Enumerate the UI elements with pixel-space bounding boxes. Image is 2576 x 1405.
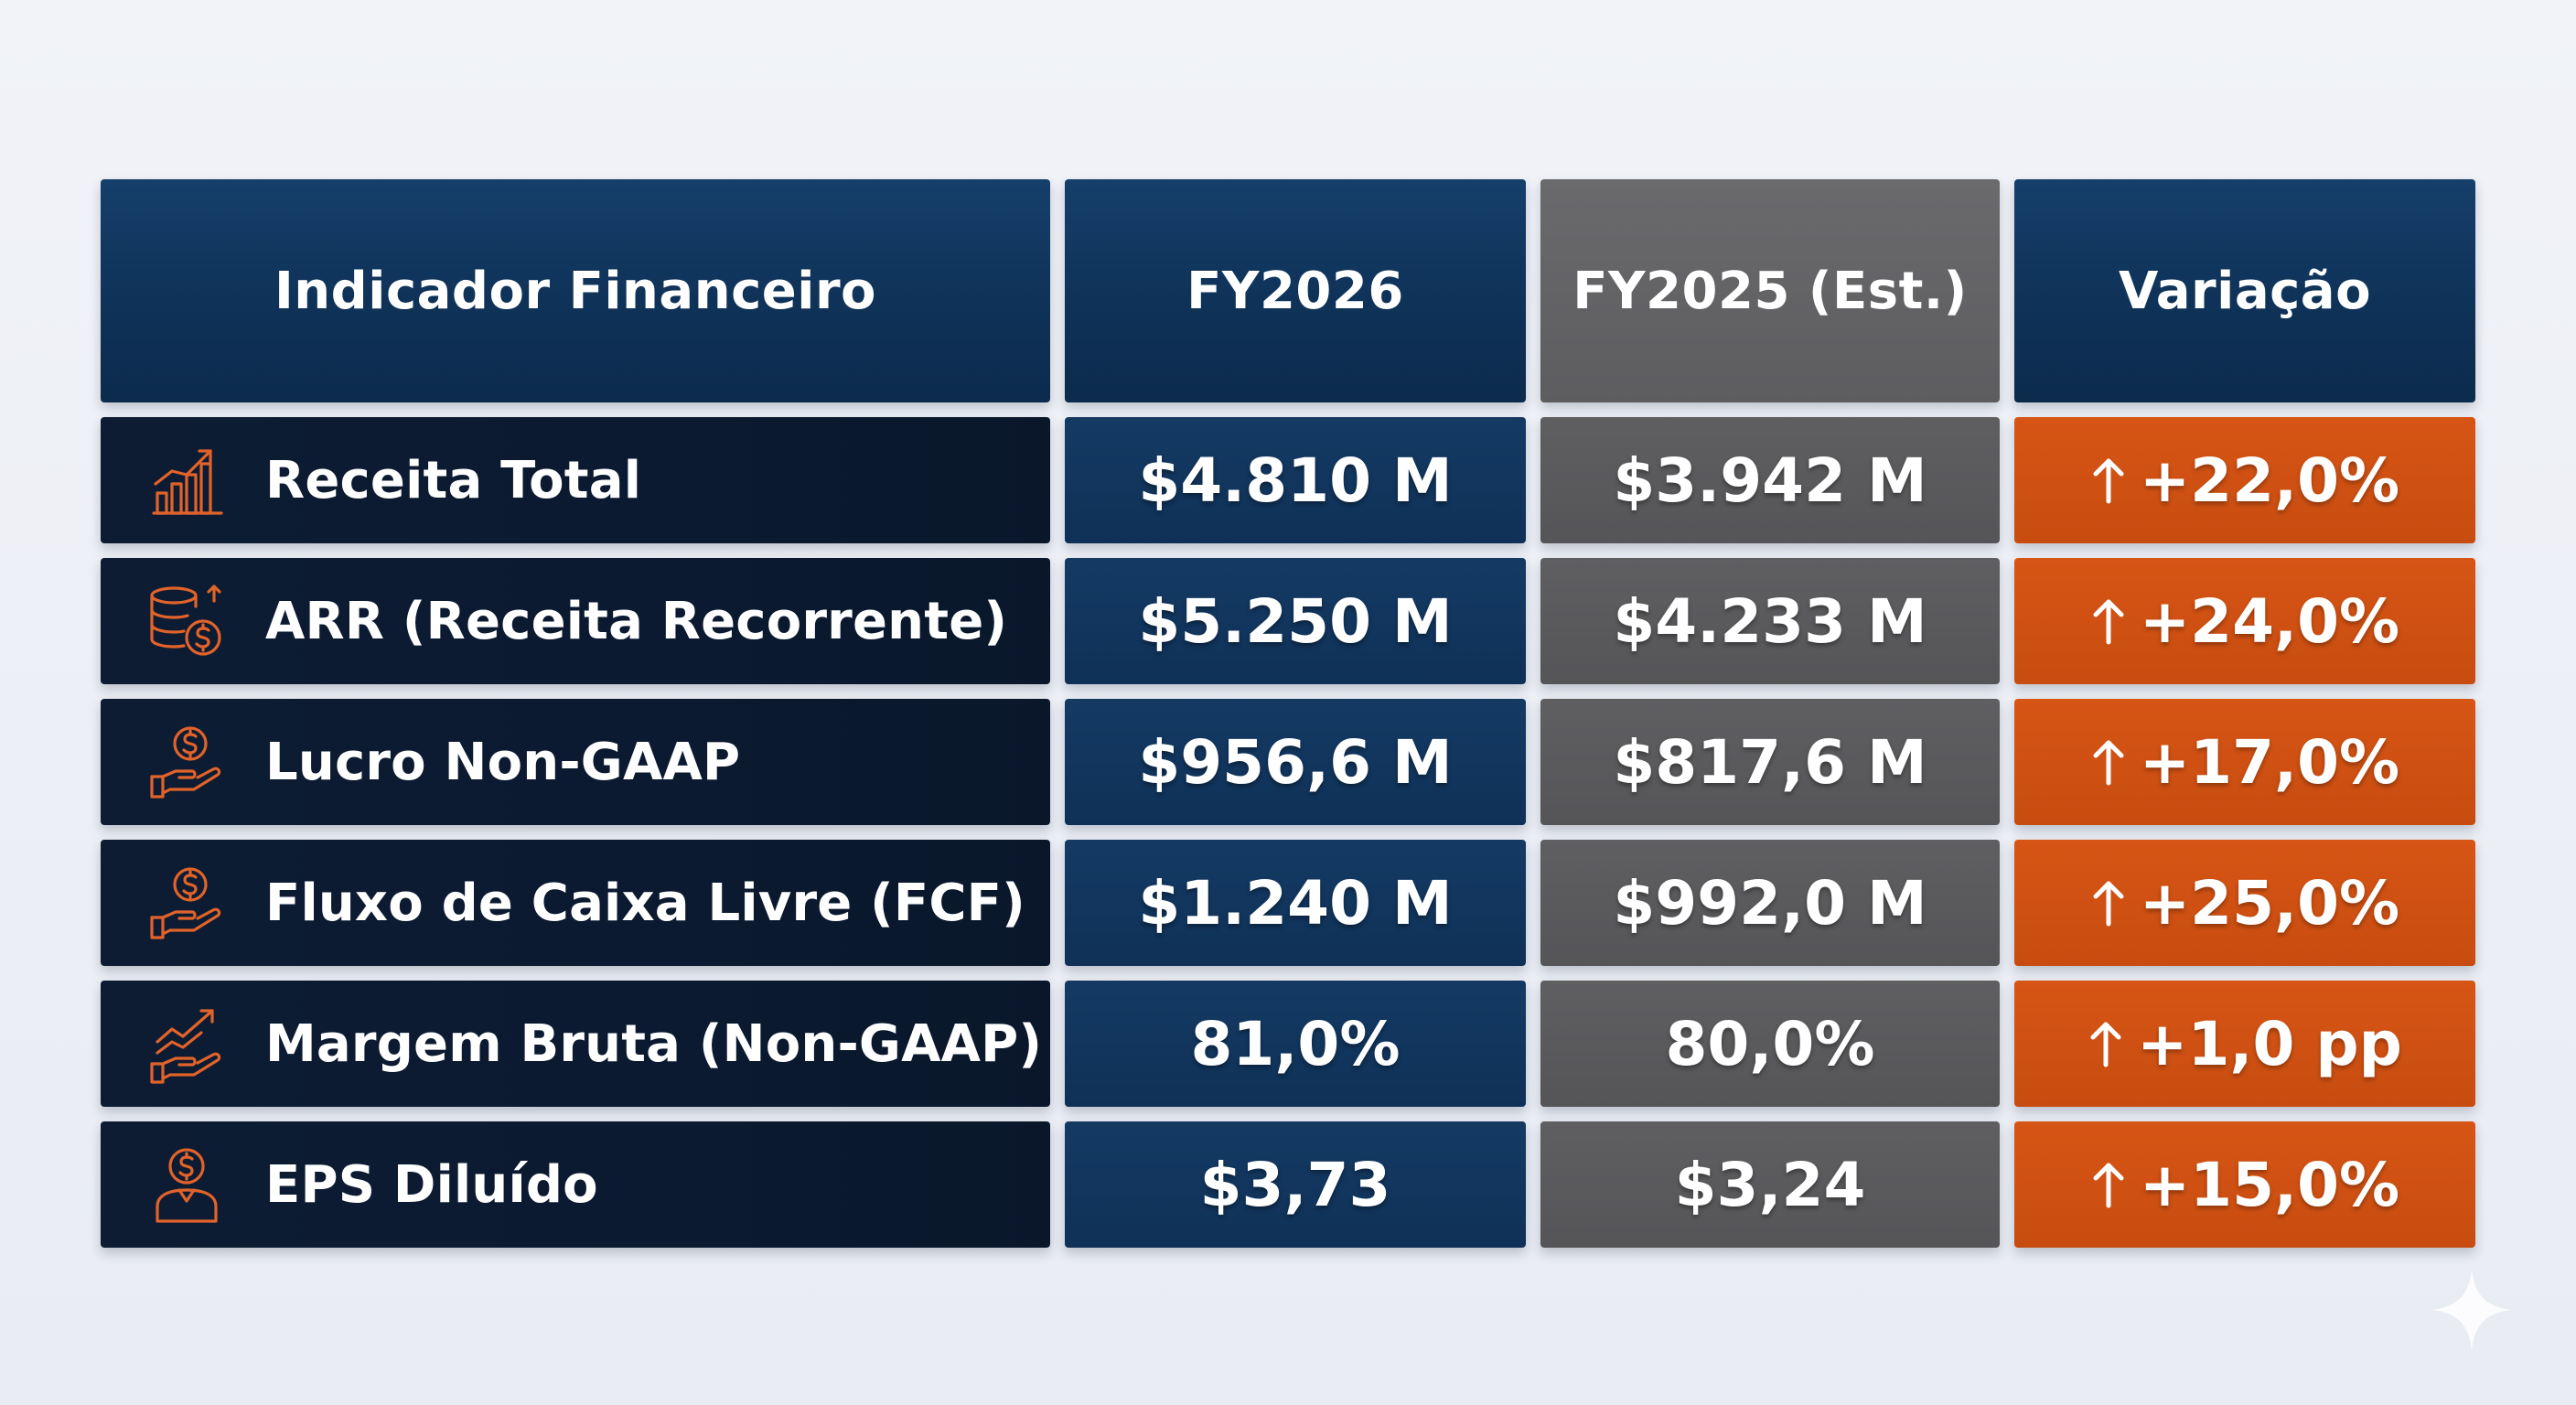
header-fy2026-label: FY2026 xyxy=(1186,261,1404,321)
table-row: Fluxo de Caixa Livre (FCF) $1.240 M $992… xyxy=(101,840,2475,966)
up-arrow-icon xyxy=(2093,458,2124,504)
change-value-group: +1,0 pp xyxy=(2088,1009,2402,1079)
fy2026-value: $1.240 M xyxy=(1138,867,1453,938)
person-dollar-icon xyxy=(145,1142,229,1227)
change-cell: +24,0% xyxy=(2014,558,2475,684)
header-fy2025-label: FY2025 (Est.) xyxy=(1572,261,1968,321)
fy2025-cell: $4.233 M xyxy=(1540,558,2000,684)
fy2026-value: $5.250 M xyxy=(1138,585,1453,657)
bar-chart-growth-icon xyxy=(145,438,229,522)
fy2025-cell: $3.942 M xyxy=(1540,417,2000,543)
fy2025-cell: 80,0% xyxy=(1540,981,2000,1107)
sparkle-icon xyxy=(2431,1270,2512,1350)
fy2026-cell: $4.810 M xyxy=(1065,417,1526,543)
header-fy2025: FY2025 (Est.) xyxy=(1540,179,2000,402)
change-value: +22,0% xyxy=(2139,445,2400,516)
up-arrow-icon xyxy=(2093,740,2124,786)
change-value-group: +24,0% xyxy=(2090,586,2399,657)
header-fy2026: FY2026 xyxy=(1065,179,1526,402)
fy2025-value: $3,24 xyxy=(1674,1149,1866,1220)
table-header-row: Indicador Financeiro FY2026 FY2025 (Est.… xyxy=(101,179,2475,402)
indicator-cell: Receita Total xyxy=(101,417,1050,543)
indicator-cell: Fluxo de Caixa Livre (FCF) xyxy=(101,840,1050,966)
change-cell: +25,0% xyxy=(2014,840,2475,966)
fy2025-value: $992,0 M xyxy=(1613,867,1927,938)
table-row: Lucro Non-GAAP $956,6 M $817,6 M +17,0% xyxy=(101,699,2475,825)
fy2025-cell: $817,6 M xyxy=(1540,699,2000,825)
indicator-cell: Lucro Non-GAAP xyxy=(101,699,1050,825)
header-change-label: Variação xyxy=(2118,261,2372,321)
indicator-label: Margem Bruta (Non-GAAP) xyxy=(265,1014,1043,1074)
fy2026-cell: $5.250 M xyxy=(1065,558,1526,684)
up-arrow-icon xyxy=(2093,881,2124,927)
up-arrow-icon xyxy=(2090,1022,2121,1067)
fy2026-value: $3,73 xyxy=(1199,1149,1391,1220)
indicator-label: EPS Diluído xyxy=(265,1154,598,1215)
indicator-label: Lucro Non-GAAP xyxy=(265,732,741,792)
fy2026-value: 81,0% xyxy=(1190,1008,1401,1079)
fy2025-value: $3.942 M xyxy=(1613,445,1927,516)
change-cell: +1,0 pp xyxy=(2014,981,2475,1107)
change-cell: +22,0% xyxy=(2014,417,2475,543)
hand-coin-icon xyxy=(145,861,229,945)
fy2026-value: $956,6 M xyxy=(1138,726,1453,798)
fy2026-cell: 81,0% xyxy=(1065,981,1526,1107)
fy2025-cell: $3,24 xyxy=(1540,1121,2000,1248)
fy2025-value: 80,0% xyxy=(1665,1008,1875,1079)
change-cell: +17,0% xyxy=(2014,699,2475,825)
change-value: +1,0 pp xyxy=(2137,1008,2402,1079)
change-value: +15,0% xyxy=(2139,1149,2400,1220)
coin-stack-dollar-icon xyxy=(145,579,229,663)
up-arrow-icon xyxy=(2093,599,2124,645)
change-value-group: +15,0% xyxy=(2090,1150,2399,1220)
table-row: EPS Diluído $3,73 $3,24 +15,0% xyxy=(101,1121,2475,1248)
fy2025-value: $4.233 M xyxy=(1613,585,1927,657)
fy2026-cell: $956,6 M xyxy=(1065,699,1526,825)
indicator-cell: Margem Bruta (Non-GAAP) xyxy=(101,981,1050,1107)
change-value-group: +22,0% xyxy=(2090,445,2399,516)
fy2025-cell: $992,0 M xyxy=(1540,840,2000,966)
fy2026-cell: $1.240 M xyxy=(1065,840,1526,966)
change-value-group: +25,0% xyxy=(2090,868,2399,938)
fy2025-value: $817,6 M xyxy=(1613,726,1927,798)
change-value-group: +17,0% xyxy=(2090,727,2399,798)
change-value: +25,0% xyxy=(2139,867,2400,938)
table-row: Margem Bruta (Non-GAAP) 81,0% 80,0% +1,0… xyxy=(101,981,2475,1107)
fy2026-cell: $3,73 xyxy=(1065,1121,1526,1248)
change-value: +24,0% xyxy=(2139,585,2400,657)
financial-table: Indicador Financeiro FY2026 FY2025 (Est.… xyxy=(101,179,2475,1262)
up-arrow-icon xyxy=(2093,1163,2124,1208)
fy2026-value: $4.810 M xyxy=(1138,445,1453,516)
indicator-cell: ARR (Receita Recorrente) xyxy=(101,558,1050,684)
indicator-label: Receita Total xyxy=(265,450,642,510)
hand-coin-icon xyxy=(145,720,229,804)
change-cell: +15,0% xyxy=(2014,1121,2475,1248)
header-change: Variação xyxy=(2014,179,2475,402)
hand-trend-icon xyxy=(145,1002,229,1086)
header-indicator-label: Indicador Financeiro xyxy=(274,261,877,321)
change-value: +17,0% xyxy=(2139,726,2400,798)
table-row: Receita Total $4.810 M $3.942 M +22,0% xyxy=(101,417,2475,543)
header-indicator: Indicador Financeiro xyxy=(101,179,1050,402)
indicator-cell: EPS Diluído xyxy=(101,1121,1050,1248)
table-row: ARR (Receita Recorrente) $5.250 M $4.233… xyxy=(101,558,2475,684)
indicator-label: ARR (Receita Recorrente) xyxy=(265,591,1008,651)
indicator-label: Fluxo de Caixa Livre (FCF) xyxy=(265,873,1025,933)
